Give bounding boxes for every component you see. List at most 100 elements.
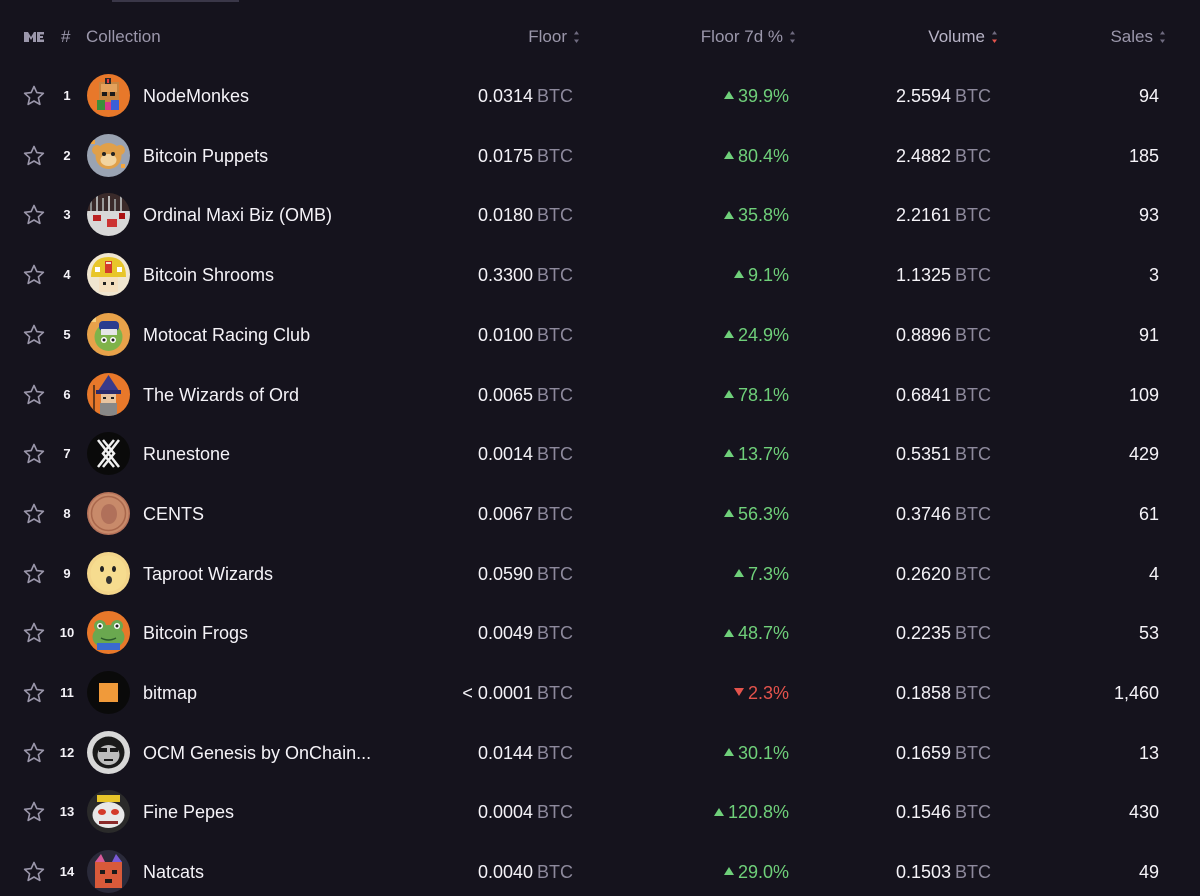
triangle-up-icon [723, 867, 734, 876]
favorite-star-icon[interactable] [22, 502, 46, 526]
table-row[interactable]: 14 Natcats 0.0040 BTC 29.0% 0.1503 BTC 49 [0, 843, 1200, 896]
floor-7d-change: 56.3% [723, 502, 789, 526]
favorite-star-icon[interactable] [22, 621, 46, 645]
volume-value: 2.5594 [895, 86, 951, 106]
floor-value: 0.0590 [477, 563, 533, 584]
ocm-genesis-avatar[interactable] [87, 730, 130, 774]
volume: 0.2620 BTC [896, 562, 991, 586]
volume-column-header[interactable]: Volume [928, 26, 998, 48]
floor-value: < 0.0001 [462, 683, 533, 703]
volume-unit: BTC [955, 802, 991, 823]
sales-count: 94 [1138, 86, 1159, 106]
favorite-star-icon[interactable] [22, 562, 46, 586]
favorite-star-icon[interactable] [22, 323, 46, 347]
favorite-star-icon[interactable] [22, 860, 46, 884]
volume: 0.1659 BTC [896, 741, 991, 765]
fine-pepes-avatar[interactable] [87, 790, 130, 834]
floor-unit: BTC [537, 683, 573, 703]
runestone-avatar[interactable] [87, 432, 130, 476]
sales-column-header[interactable]: Sales [1110, 26, 1166, 48]
change-value: 120.8% [727, 802, 789, 823]
omb-avatar[interactable] [87, 193, 130, 237]
floor-value: 0.0049 [477, 623, 533, 644]
bitcoin-shrooms-avatar[interactable] [87, 253, 130, 297]
favorite-star-icon[interactable] [22, 800, 46, 824]
table-row[interactable]: 13 Fine Pepes 0.0004 BTC 120.8% 0.1546 BTC… [0, 783, 1200, 843]
collection-name[interactable]: Bitcoin Puppets [143, 145, 269, 166]
favorite-star-icon[interactable] [22, 741, 46, 765]
favorite-star-icon[interactable] [22, 442, 46, 466]
table-row[interactable]: 10 Bitcoin Frogs 0.0049 BTC 48.7% 0.2235 B… [0, 604, 1200, 664]
table-row[interactable]: 5 Motocat Racing Club 0.0100 BTC 24.9% 0.… [0, 306, 1200, 366]
table-row[interactable]: 9 Taproot Wizards 0.0590 BTC 7.3% 0.2620 B… [0, 545, 1200, 605]
table-row[interactable]: 3 Ordinal Maxi Biz (OMB) 0.0180 BTC 35.8%… [0, 186, 1200, 246]
collection-name[interactable]: Bitcoin Shrooms [143, 265, 275, 286]
volume-value: 0.2235 [895, 623, 951, 644]
sort-icon [573, 29, 580, 45]
collection-name[interactable]: Natcats [143, 862, 205, 883]
floor-unit: BTC [537, 742, 573, 763]
natcats-avatar[interactable] [87, 850, 130, 894]
sales-count: 430 [1128, 802, 1159, 823]
floor-value: 0.0004 [477, 802, 533, 823]
table-row[interactable]: 1 NodeMonkes 0.0314 BTC 39.9% 2.5594 BTC 9… [0, 67, 1200, 127]
favorite-star-icon[interactable] [22, 263, 46, 287]
collection-name[interactable]: Motocat Racing Club [143, 324, 311, 345]
sales-count: 49 [1138, 862, 1159, 883]
table-row[interactable]: 2 Bitcoin Puppets 0.0175 BTC 80.4% 2.4882… [0, 127, 1200, 187]
triangle-up-icon [733, 270, 744, 279]
floor-price: 0.0100 BTC [478, 323, 573, 347]
floor-header-label: Floor [528, 27, 567, 46]
collection-name[interactable]: bitmap [143, 683, 198, 703]
floor-unit: BTC [537, 324, 573, 345]
rank-number: 1 [63, 88, 71, 103]
bitcoin-puppets-avatar[interactable] [87, 133, 130, 177]
rank-column-header: # [61, 27, 71, 46]
table-row[interactable]: 12 OCM Genesis by OnChain... 0.0144 BTC 3… [0, 724, 1200, 784]
volume: 0.1503 BTC [896, 860, 991, 884]
floor-column-header[interactable]: Floor [528, 26, 580, 48]
collection-name[interactable]: CENTS [143, 503, 205, 524]
favorite-star-icon[interactable] [22, 383, 46, 407]
cents-avatar[interactable] [87, 491, 130, 535]
table-row[interactable]: 4 Bitcoin Shrooms 0.3300 BTC 9.1% 1.1325 B… [0, 246, 1200, 306]
floor-7d-change: 39.9% [723, 84, 789, 108]
floor-7d-column-header[interactable]: Floor 7d % [701, 26, 796, 48]
collection-name[interactable]: OCM Genesis by OnChain... [143, 742, 372, 763]
bitcoin-frogs-avatar[interactable] [87, 611, 130, 655]
motocat-avatar[interactable] [87, 312, 130, 356]
collection-name[interactable]: The Wizards of Ord [143, 384, 300, 405]
floor-unit: BTC [537, 205, 573, 226]
volume-header-label: Volume [928, 27, 985, 46]
floor-7d-change: 35.8% [723, 203, 789, 227]
floor-price: 0.0314 BTC [478, 84, 573, 108]
table-row[interactable]: 7 Runestone 0.0014 BTC 13.7% 0.5351 BTC 42… [0, 425, 1200, 485]
table-row[interactable]: 8 CENTS 0.0067 BTC 56.3% 0.3746 BTC 61 [0, 485, 1200, 545]
favorite-star-icon[interactable] [22, 144, 46, 168]
nodemonkes-avatar[interactable] [87, 74, 130, 117]
floor-7d-change: 2.3% [733, 681, 789, 705]
favorite-star-icon[interactable] [22, 681, 46, 705]
rank-number: 3 [63, 207, 71, 223]
bitmap-avatar[interactable] [87, 671, 130, 714]
volume-value: 0.1858 [895, 683, 951, 703]
taproot-wizards-avatar[interactable] [87, 551, 130, 595]
triangle-up-icon [723, 747, 734, 756]
rank-number: 2 [63, 147, 71, 163]
collection-name[interactable]: Taproot Wizards [143, 563, 274, 584]
floor-price: 0.0180 BTC [478, 203, 573, 227]
favorite-star-icon[interactable] [22, 203, 46, 227]
rank-number: 6 [63, 386, 71, 402]
collection-name[interactable]: Bitcoin Frogs [143, 623, 249, 644]
change-value: 7.3% [747, 563, 789, 584]
favorite-star-icon[interactable] [22, 84, 46, 108]
collection-name[interactable]: NodeMonkes [143, 86, 250, 106]
collection-name[interactable]: Runestone [143, 444, 231, 465]
magic-eden-logo-icon [22, 27, 46, 49]
table-row[interactable]: 6 The Wizards of Ord 0.0065 BTC 78.1% 0.6… [0, 366, 1200, 426]
collection-name[interactable]: Fine Pepes [143, 802, 235, 823]
collection-name[interactable]: Ordinal Maxi Biz (OMB) [143, 205, 333, 226]
table-row[interactable]: 11 bitmap < 0.0001 BTC 2.3% 0.1858 BTC 1,4… [0, 664, 1200, 724]
collection-column-header[interactable]: Collection [86, 27, 161, 46]
wizards-of-ord-avatar[interactable] [87, 372, 130, 416]
